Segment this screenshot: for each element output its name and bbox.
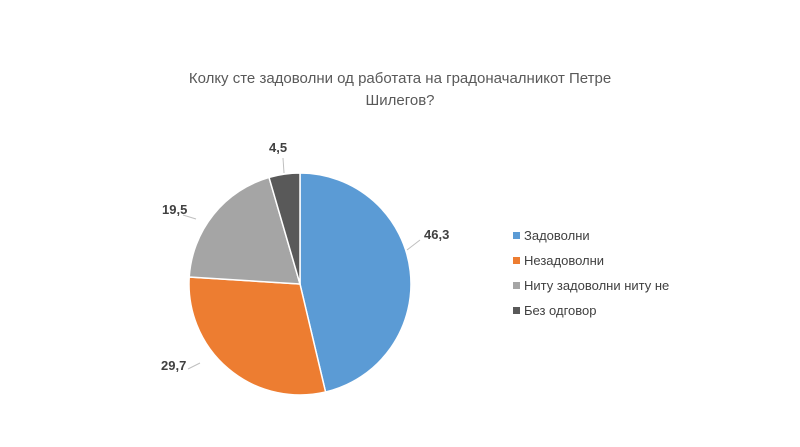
legend-swatch xyxy=(513,307,520,314)
data-label: 29,7 xyxy=(161,358,186,373)
slice-no-answer xyxy=(268,172,301,285)
leader-line xyxy=(182,214,197,220)
legend-swatch xyxy=(513,232,520,239)
leader-line xyxy=(282,157,285,174)
chart-legend: Задоволни Незадоволни Ниту задоволни нит… xyxy=(513,223,669,323)
chart-title-line-2: Шилегов? xyxy=(365,92,435,109)
legend-item-dissatisfied: Незадоволни xyxy=(513,248,669,273)
data-label: 4,5 xyxy=(269,140,287,155)
slice-neutral xyxy=(188,176,302,285)
legend-swatch xyxy=(513,282,520,289)
chart-title: Колку сте задоволни од работата на градо… xyxy=(150,68,650,112)
legend-item-satisfied: Задоволни xyxy=(513,223,669,248)
legend-item-neutral: Ниту задоволни ниту не xyxy=(513,273,669,298)
data-label: 19,5 xyxy=(162,202,187,217)
legend-item-no-answer: Без одговор xyxy=(513,298,669,323)
legend-swatch xyxy=(513,257,520,264)
leader-line xyxy=(406,239,421,251)
slice-dissatisfied xyxy=(188,276,327,396)
slice-satisfied xyxy=(299,172,412,393)
leader-line xyxy=(187,362,201,370)
legend-label: Ниту задоволни ниту не xyxy=(524,278,670,293)
legend-label: Без одговор xyxy=(524,303,597,318)
data-label: 46,3 xyxy=(424,227,449,242)
chart-title-line-1: Колку сте задоволни од работата на градо… xyxy=(188,70,612,87)
legend-label: Незадоволни xyxy=(524,253,605,268)
legend-label: Задоволни xyxy=(524,228,590,243)
